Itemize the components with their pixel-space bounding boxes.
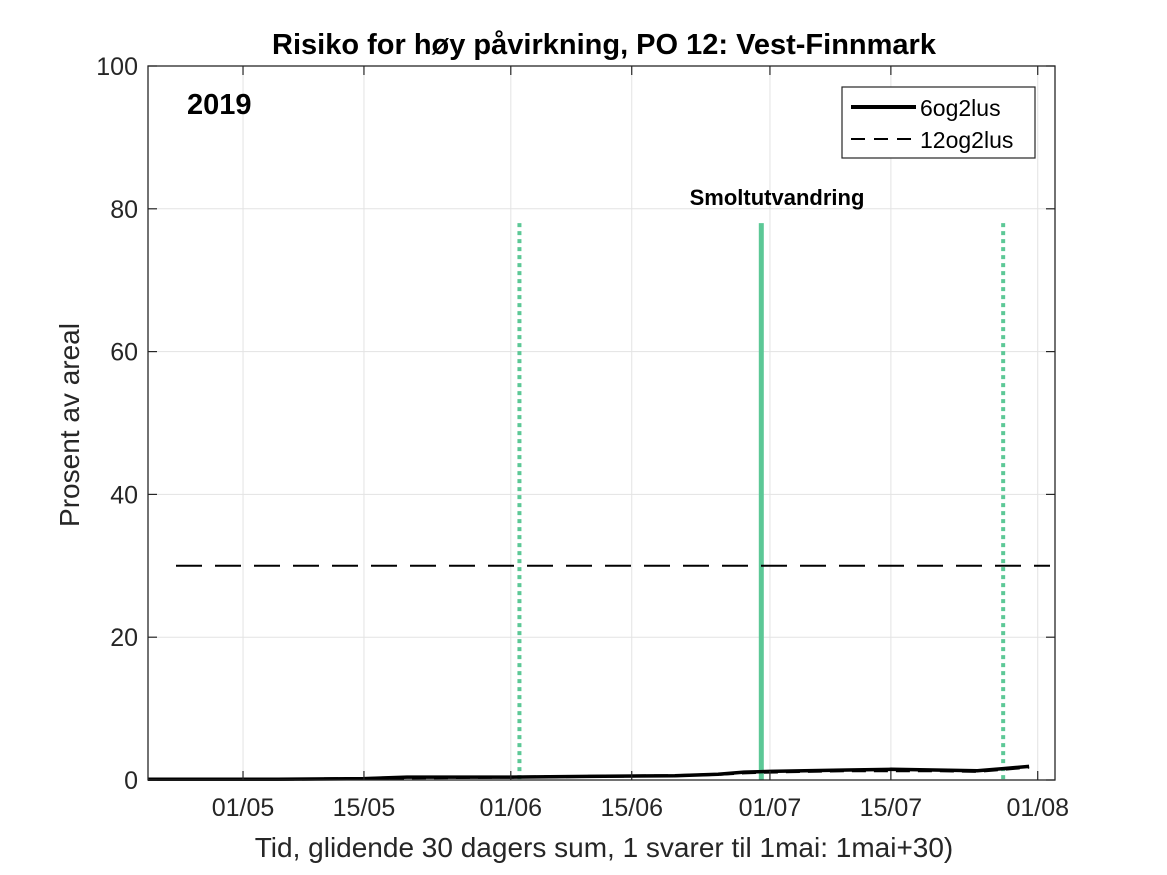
legend-label-6og2lus: 6og2lus: [920, 95, 1001, 121]
y-tick-label: 80: [110, 196, 138, 224]
ticks: [148, 65, 1055, 781]
y-tick-labels: 0 20 40 60 80 100: [96, 53, 138, 795]
x-tick-label: 01/07: [739, 794, 802, 822]
y-tick-label: 40: [110, 481, 138, 509]
x-axis-label: Tid, glidende 30 dagers sum, 1 svarer ti…: [255, 832, 954, 863]
legend: 6og2lus 12og2lus: [841, 86, 1036, 159]
axes-box: [147, 65, 1056, 781]
x-tick-label: 01/05: [212, 794, 275, 822]
series-line-6og2lus: [148, 764, 1030, 782]
x-tick-label: 01/06: [480, 794, 543, 822]
y-axis-label: Prosent av areal: [54, 323, 85, 527]
legend-box: [841, 86, 1036, 159]
y-tick-label: 0: [124, 767, 138, 795]
x-tick-label: 15/07: [860, 794, 923, 822]
y-tick-label: 60: [110, 339, 138, 367]
x-tick-label: 01/08: [1006, 794, 1069, 822]
legend-label-12og2lus: 12og2lus: [920, 127, 1013, 153]
x-tick-label: 15/06: [600, 794, 663, 822]
year-label: 2019: [187, 89, 252, 121]
smoltutvandring-label: Smoltutvandring: [690, 185, 865, 210]
vertical-markers: [517, 223, 1006, 780]
series-group: [148, 764, 1030, 782]
x-tick-labels: 01/05 15/05 01/06 15/06 01/07 15/07 01/08: [212, 794, 1069, 822]
y-tick-label: 20: [110, 624, 138, 652]
y-tick-label: 100: [96, 53, 138, 81]
x-tick-label: 15/05: [333, 794, 396, 822]
chart-title: Risiko for høy påvirkning, PO 12: Vest-F…: [272, 29, 937, 61]
